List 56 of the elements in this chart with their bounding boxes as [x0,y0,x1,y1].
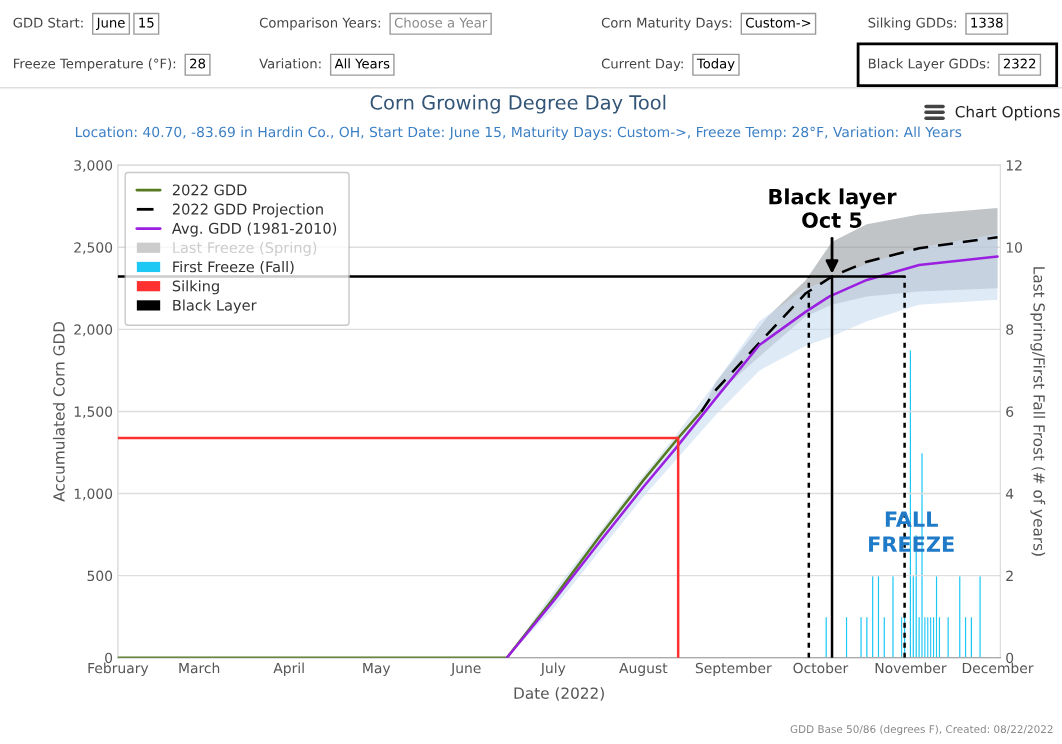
text: 1338 [971,17,1003,28]
text: Current Day: [601,58,683,72]
text: GDD Base 50/86 (degrees F), Created: 08/22/2022 [790,724,1053,736]
x-tick-label: December [962,662,1034,674]
x-tick-label: September [695,662,772,676]
x-tick-label: May [363,662,391,676]
y-tick-label: 2,000 [74,324,113,337]
legend-label: Avg. GDD (1981-2010) [171,222,337,237]
text: 28 [190,58,206,69]
text: Black Layer GDDs: [868,58,989,72]
text: Variation: [259,58,321,69]
y2-tick-label: 6 [1006,406,1014,417]
x-tick-label: October [793,662,849,674]
legend-label: 2022 GDD Projection [172,203,323,218]
text: 2322 [1003,58,1036,69]
x-tick-label: August [619,662,668,676]
text: Corn Maturity Days: [601,17,732,31]
text: Silking GDDs: [868,17,956,31]
y2-tick-label: 12 [1006,160,1022,171]
y2-tick-label: 2 [1006,570,1013,581]
y-tick-label: 0 [105,652,113,664]
legend-label: 2022 GDD [172,184,247,196]
text: Choose a Year [394,17,488,28]
y2-tick-label: 8 [1006,324,1014,335]
text: Chart Options [955,105,1060,121]
x-tick-label: November [875,662,947,674]
text: 15 [139,17,154,28]
x-tick-label: March [179,662,220,674]
y2-tick-label: 10 [1006,242,1023,253]
chart-subtitle: Location: 40.70, -83.69 in Hardin Co., OH, Start Date: June 15, Maturity Days: Custom->, Freeze Temp: 28°F, Variation: All Years [75,126,962,140]
text: GDD Start: [13,17,83,28]
y-tick-label: 1,500 [74,406,113,419]
x-tick-label: July [540,662,566,676]
text: Comparison Years: [259,17,381,31]
text: Today [696,58,735,72]
text: All Years [334,58,390,69]
y-tick-label: 1,000 [74,488,113,501]
annotation: Black layer Oct 5 [769,188,897,228]
text: June [95,17,125,31]
legend-label: Black Layer [173,299,257,314]
y2-tick-label: 0 [1006,652,1014,664]
chart-title: Corn Growing Degree Day Tool [370,94,666,114]
y-tick-label: 3,000 [74,160,113,173]
text: Freeze Temperature (°F): [14,58,176,72]
y2-tick-label: 4 [1005,488,1014,499]
x-tick-label: April [273,662,304,676]
x-tick-label: February [88,662,149,676]
text: Custom-> [746,17,811,28]
y-tick-label: 2,500 [74,242,113,255]
y-tick-label: 500 [87,570,113,582]
x-axis-title: Date (2022) [514,687,604,701]
y-axis-title: Accumulated Corn GDD [52,321,65,502]
y2-axis-title: Last Spring/First Fall Frost (# of years) [1030,267,1046,556]
legend-label: First Freeze (Fall) [173,261,294,274]
x-tick-label: June [450,662,481,676]
legend-label: Silking [172,280,219,295]
